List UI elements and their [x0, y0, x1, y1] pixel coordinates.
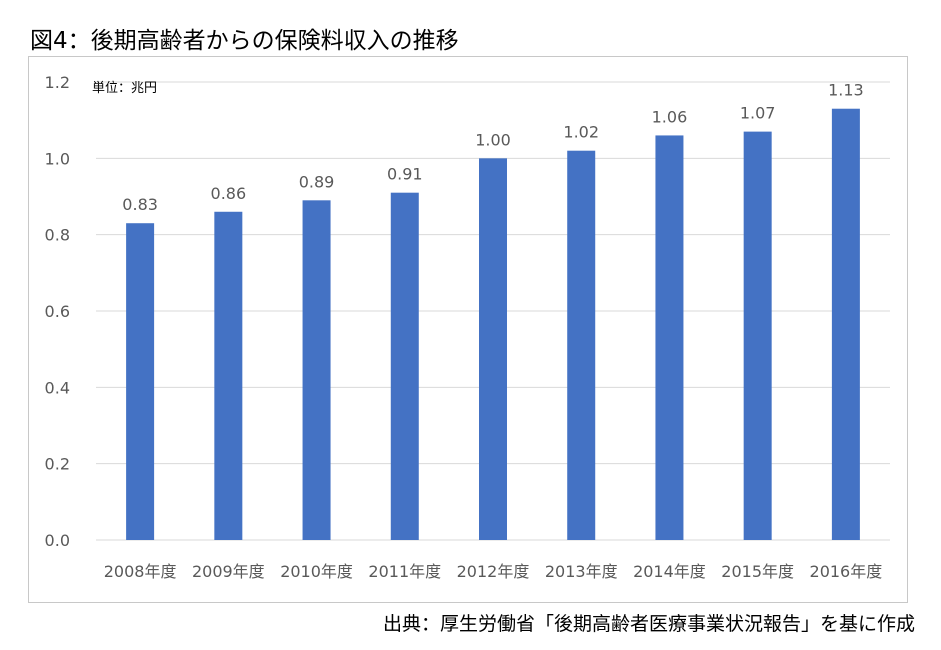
- y-tick-label: 1.2: [45, 73, 70, 92]
- data-label: 1.07: [740, 104, 776, 123]
- x-tick-label: 2013年度: [545, 562, 618, 581]
- source-note: 出典：厚生労働省「後期高齢者医療事業状況報告」を基に作成: [382, 613, 915, 635]
- bar: [126, 223, 155, 540]
- bar: [831, 108, 860, 540]
- chart-title: 図4：後期高齢者からの保険料収入の推移: [30, 28, 459, 54]
- x-tick-label: 2009年度: [192, 562, 265, 581]
- bar: [743, 131, 772, 540]
- x-tick-label: 2015年度: [721, 562, 794, 581]
- y-tick-label: 0.4: [45, 378, 70, 397]
- x-tick-label: 2010年度: [280, 562, 353, 581]
- bar: [302, 200, 331, 541]
- y-tick-label: 0.0: [45, 531, 70, 550]
- data-label: 0.89: [299, 172, 335, 191]
- x-tick-label: 2011年度: [368, 562, 441, 581]
- data-label: 1.00: [475, 130, 511, 149]
- bar: [479, 158, 507, 541]
- data-labels: 0.83 0.86 0.89 0.91 1.00 1.02 1.06 1.07 1.13: [122, 81, 864, 214]
- bar: [655, 135, 684, 540]
- x-tick-label: 2012年度: [457, 562, 530, 581]
- bars: [126, 108, 860, 541]
- data-label: 1.02: [563, 123, 599, 142]
- bar: [567, 150, 596, 540]
- y-tick-label: 0.2: [45, 455, 70, 474]
- y-tick-label: 1.0: [45, 149, 70, 168]
- y-tick-label: 0.8: [45, 226, 70, 245]
- bar: [214, 211, 243, 540]
- data-label: 0.83: [122, 195, 158, 214]
- x-tick-label: 2008年度: [104, 562, 177, 581]
- x-tick-label: 2014年度: [633, 562, 706, 581]
- x-tick-label: 2016年度: [810, 562, 883, 581]
- bar: [390, 192, 419, 540]
- data-label: 0.91: [387, 165, 423, 184]
- data-label: 1.13: [828, 81, 864, 100]
- data-label: 0.86: [211, 184, 247, 203]
- y-axis-ticks: 0.0 0.2 0.4 0.6 0.8 1.0 1.2: [45, 73, 70, 550]
- x-axis-ticks: 2008年度 2009年度 2010年度 2011年度 2012年度 2013年度 2014…: [104, 562, 883, 581]
- y-tick-label: 0.6: [45, 302, 70, 321]
- unit-label: 単位：兆円: [92, 80, 157, 96]
- data-label: 1.06: [652, 107, 688, 126]
